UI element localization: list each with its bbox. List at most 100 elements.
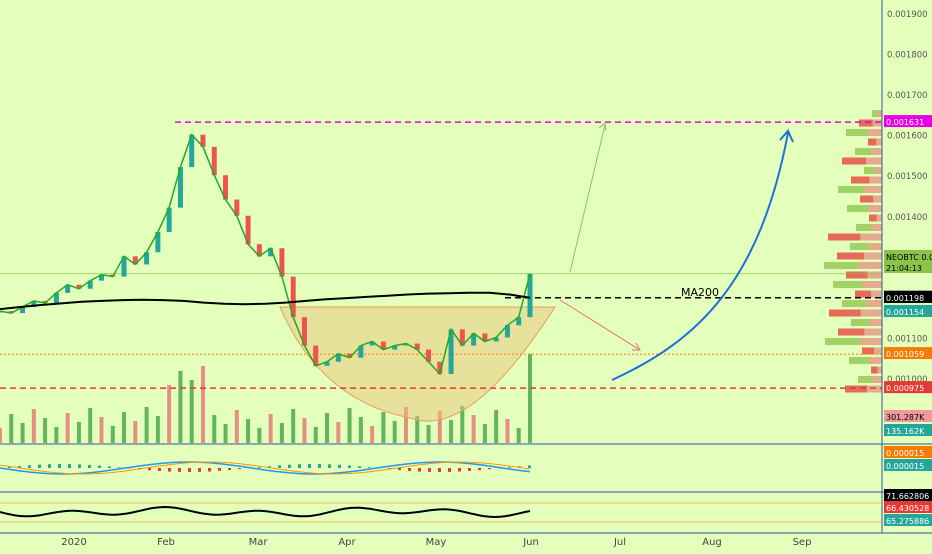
volume-profile-bar [858, 376, 872, 383]
volume-bar [224, 424, 228, 443]
volume-profile-bar [855, 148, 871, 155]
volume-tag: 135.162K [884, 424, 932, 436]
volume-bar [449, 420, 453, 443]
level-tag-high-text: 0.001631 [886, 118, 924, 127]
time-tick-label: May [426, 537, 447, 548]
macd-hist-bar [368, 467, 371, 468]
volume-bar [167, 385, 171, 443]
time-tick-label: Apr [338, 537, 356, 548]
lower-band-tag-text: 0.001154 [886, 308, 924, 317]
volume-bar [291, 409, 295, 443]
macd-hist-bar [398, 468, 401, 470]
volume-bar [32, 409, 36, 443]
macd-pane [0, 462, 531, 474]
volume-profile-bar [860, 196, 873, 203]
volume-profile-bar [864, 253, 882, 260]
macd-hist-bar [488, 468, 491, 469]
volume-bar [0, 428, 2, 443]
volume-bar [314, 427, 318, 443]
volume-bar [122, 412, 126, 443]
timer-tag-text: 21:04:13 [886, 264, 922, 273]
volume-profile-bar [851, 319, 870, 326]
volume-bar [393, 421, 397, 443]
volume-bar [472, 415, 476, 443]
volume-bar [505, 419, 509, 443]
time-tick-label: Mar [249, 537, 269, 548]
volume-profile-bar [850, 243, 869, 250]
time-tick-label: 2020 [61, 537, 86, 548]
volume-profile-bar [866, 158, 882, 165]
macd-tag-text: 0.000015 [886, 462, 924, 471]
volume-profile-bar [864, 186, 882, 193]
volume-bar [145, 407, 149, 443]
price-tick-label: 0.001500 [887, 172, 928, 182]
volume-profile-bar [824, 262, 859, 269]
symbol-tag-text: NEOBTC 0.001257 [886, 253, 932, 262]
macd-hist-bar [178, 468, 181, 472]
volume-profile-bar [869, 243, 882, 250]
macd-hist-bar [28, 465, 31, 468]
rsi-line [0, 507, 530, 517]
lower-band-tag: 0.001154 [884, 305, 932, 317]
volume-profile-bar [849, 357, 869, 364]
volume-profile-bar [869, 215, 877, 222]
volume-profile-bar [870, 319, 882, 326]
volume-profile-bar [864, 329, 882, 336]
volume-bar [9, 414, 13, 443]
up-arrow-green [570, 125, 605, 272]
volume-ma-tag: 301.287K [884, 410, 932, 422]
price-tick-label: 0.001100 [887, 334, 928, 344]
volume-bar [54, 427, 58, 443]
volume-profile-bar [825, 338, 859, 345]
macd-tag: 0.000015 [884, 459, 932, 471]
time-tick-label: Feb [157, 537, 175, 548]
volume-profile-bar [842, 300, 866, 307]
price-tick-label: 0.001900 [887, 10, 928, 20]
volume-profile-bar [877, 215, 882, 222]
volume-bar [133, 421, 137, 443]
volume-bar [483, 424, 487, 443]
low-tag-text: 0.000975 [886, 384, 924, 393]
volume-profile-bar [838, 186, 864, 193]
macd-hist-bar [438, 468, 441, 472]
volume-bar [99, 417, 103, 443]
volume-bar [257, 428, 261, 443]
price-axis: 0.0010000.0011000.0012000.0013000.001400… [887, 10, 928, 385]
macd-hist-bar [8, 467, 11, 468]
volume-profile-bar [871, 291, 882, 298]
volume-profile-bar [829, 310, 861, 317]
volume-bar [111, 426, 115, 443]
volume-profile-bar [838, 329, 864, 336]
price-tick-label: 0.001600 [887, 132, 928, 142]
volume-bar [528, 354, 532, 443]
macd-hist-bar [508, 467, 511, 468]
macd-hist-bar [318, 464, 321, 468]
volume-profile-bar [872, 376, 882, 383]
macd-hist-bar [338, 465, 341, 468]
volume-bar [381, 412, 385, 443]
volume-tag-text: 135.162K [886, 427, 925, 436]
macd-hist-bar [48, 464, 51, 468]
volume-profile-bar [868, 129, 882, 136]
macd-hist-bar [208, 468, 211, 471]
macd-hist-bar [468, 468, 471, 471]
macd-hist-bar [168, 468, 171, 472]
macd-hist-bar [78, 464, 81, 468]
volume-bar [156, 416, 160, 443]
volume-profile-bar [833, 281, 862, 288]
ma200-tag-2: 0.001198 [884, 291, 932, 303]
volume-bar [77, 422, 81, 443]
volume-profile-bar [878, 367, 882, 374]
price-tick-label: 0.001400 [887, 213, 928, 223]
macd-hist-bar [288, 465, 291, 468]
macd-hist-bar [408, 468, 411, 471]
volume-profile-bar [868, 139, 876, 146]
volume-profile-bar [855, 291, 871, 298]
volume-bar [178, 371, 182, 443]
volume-bar [359, 417, 363, 443]
macd-hist-bar [298, 464, 301, 468]
time-tick-label: Sep [793, 537, 812, 548]
volume-bar [190, 380, 194, 443]
volume-profile-bar [859, 338, 882, 345]
volume-ma-tag-text: 301.287K [886, 413, 925, 422]
